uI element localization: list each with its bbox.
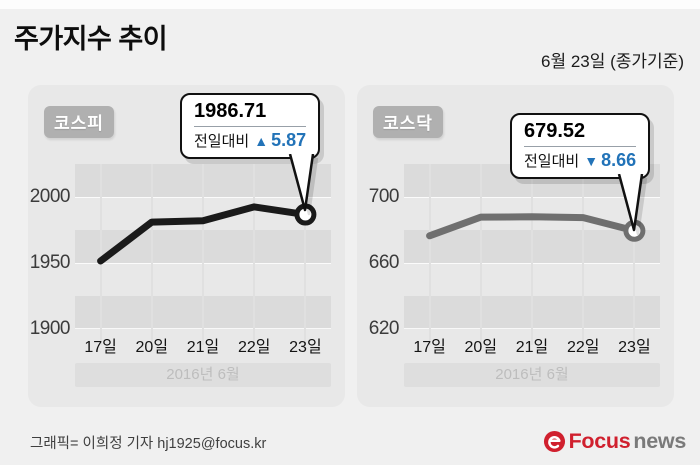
page-title: 주가지수 추이 (14, 24, 168, 54)
up-triangle-icon: ▲ (254, 133, 269, 149)
y-tick: 1900 (29, 318, 71, 339)
change-amount: 8.66 (601, 150, 637, 170)
kosdaq-callout: 679.52 전일대비 ▼ 8.66 (510, 113, 651, 179)
callout-tail (617, 174, 644, 232)
change-amount: 5.87 (271, 130, 307, 150)
x-tick: 21일 (515, 339, 549, 356)
callout-divider (524, 146, 637, 147)
y-tick: 660 (368, 252, 400, 273)
x-tick: 23일 (289, 339, 322, 356)
down-triangle-icon: ▼ (584, 153, 599, 169)
y-tick: 700 (368, 186, 400, 207)
x-tick: 22일 (237, 339, 271, 356)
month-label-band: 2016년 6월 (75, 363, 331, 387)
kospi-change-value: ▲ 5.87 (254, 130, 306, 151)
top-strip (0, 0, 700, 9)
kosdaq-badge: 코스닥 (373, 106, 443, 138)
kosdaq-close-value: 679.52 (524, 120, 586, 142)
x-tick: 21일 (186, 339, 220, 356)
y-tick: 2000 (29, 186, 71, 207)
y-tick: 1950 (29, 252, 71, 273)
month-label-band: 2016년 6월 (404, 363, 660, 387)
x-tick: 23일 (618, 339, 651, 356)
x-axis-labels: 17일 20일 21일 22일 23일 (75, 333, 331, 357)
credit-line: 그래픽= 이희정 기자 hj1925@focus.kr (30, 436, 267, 452)
x-tick: 17일 (84, 339, 117, 356)
x-tick: 20일 (135, 339, 169, 356)
focus-news-logo: Focus news (543, 429, 686, 454)
kosdaq-chart-panel: 코스닥 700 660 620 17일 20일 21일 22일 23일 2016… (357, 85, 674, 407)
x-tick: 17일 (413, 339, 446, 356)
x-tick: 22일 (566, 339, 600, 356)
date-note: 6월 23일 (종가기준) (541, 52, 684, 71)
y-tick: 620 (368, 318, 400, 339)
x-axis-labels: 17일 20일 21일 22일 23일 (404, 333, 660, 357)
kospi-change-row: 전일대비 ▲ 5.87 (194, 130, 306, 152)
callout-tail (288, 154, 315, 212)
kospi-badge: 코스피 (44, 106, 114, 138)
change-label: 전일대비 (194, 133, 250, 150)
logo-text-focus: Focus (568, 429, 631, 453)
kosdaq-change-value: ▼ 8.66 (584, 150, 636, 171)
callout-divider (194, 126, 307, 127)
change-label: 전일대비 (524, 153, 580, 170)
x-tick: 20일 (464, 339, 498, 356)
kospi-callout: 1986.71 전일대비 ▲ 5.87 (180, 93, 321, 159)
focus-swirl-icon (543, 430, 565, 453)
kosdaq-change-row: 전일대비 ▼ 8.66 (524, 150, 636, 172)
kospi-close-value: 1986.71 (194, 100, 267, 122)
kospi-chart-panel: 코스피 2000 1950 1900 17일 20일 21일 22일 23일 2… (28, 85, 345, 407)
logo-text-news: news (633, 429, 686, 453)
